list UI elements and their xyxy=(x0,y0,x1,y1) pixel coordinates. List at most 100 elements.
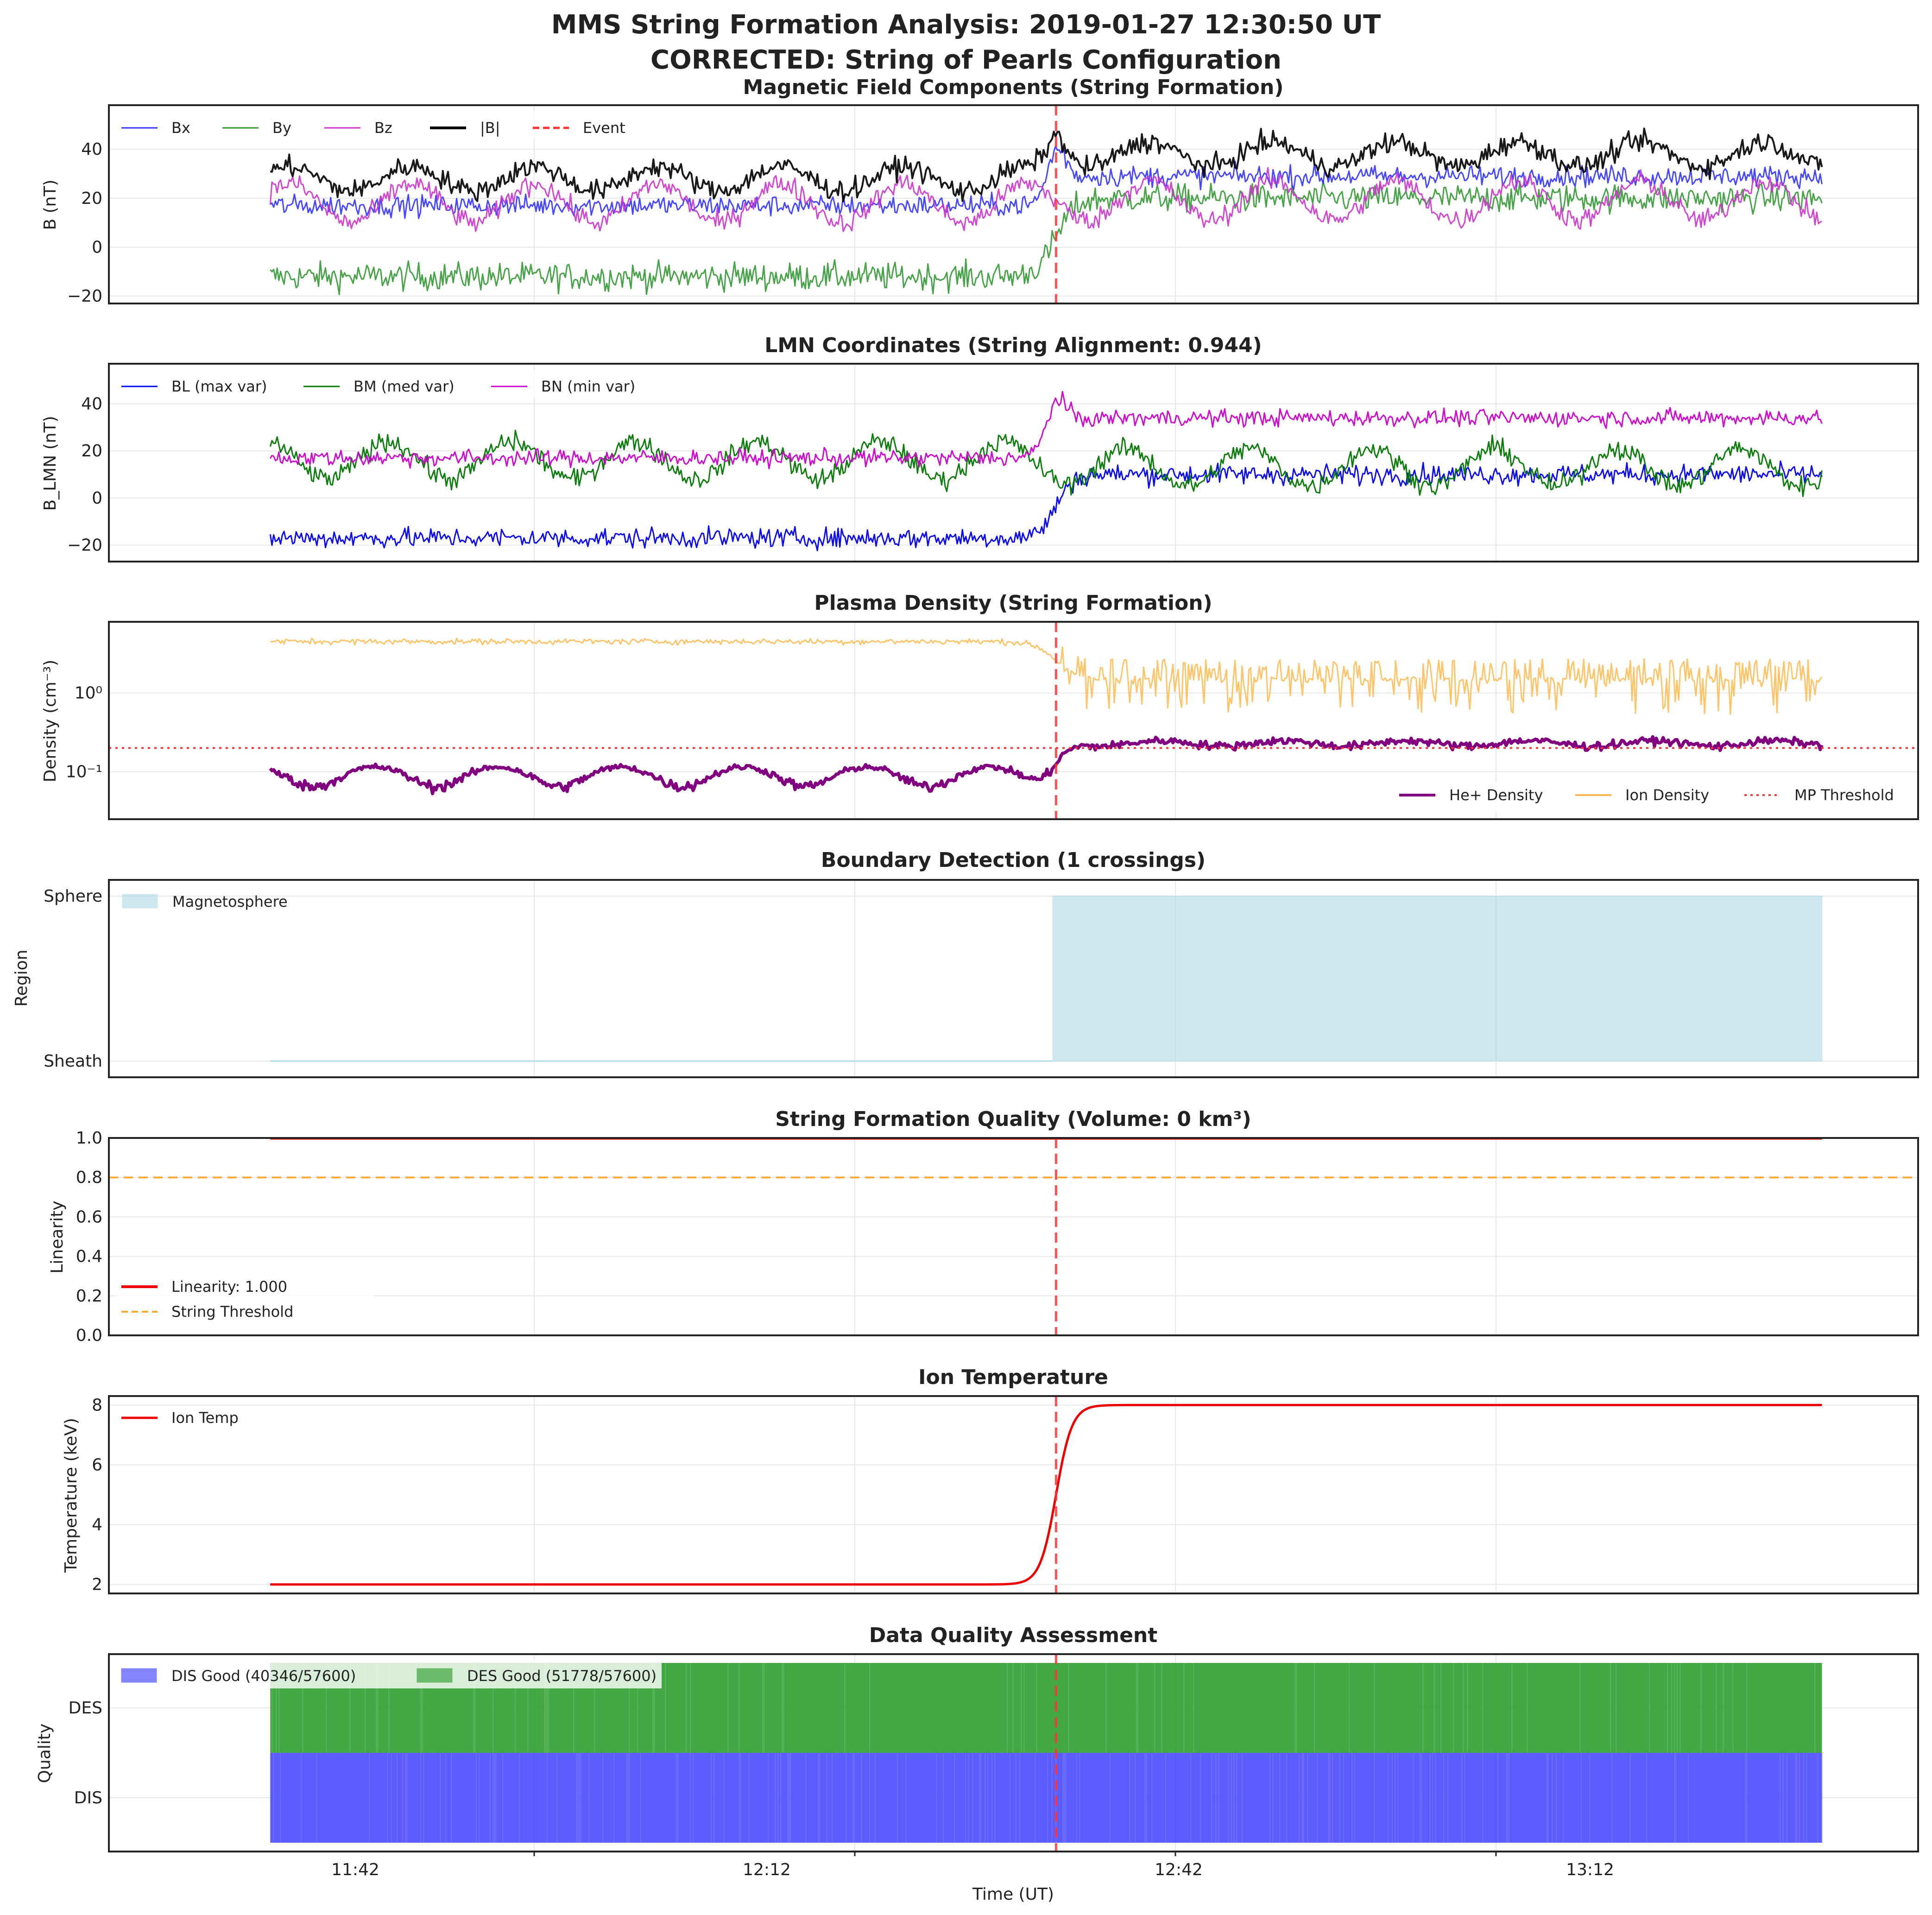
dis-gap xyxy=(580,1753,581,1843)
des-gap xyxy=(474,1663,476,1753)
dis-gap xyxy=(1563,1753,1564,1843)
y-tick-label: 0.8 xyxy=(76,1168,102,1187)
axes-frame-magnetic-field xyxy=(108,104,1919,304)
dis-gap xyxy=(1674,1753,1675,1843)
plot-area-data-quality: DES DIS DIS Good (40346/57600) DES Good (51… xyxy=(69,1654,1918,1852)
des-gap xyxy=(420,1663,422,1753)
des-gap xyxy=(473,1663,474,1753)
dis-gap xyxy=(1675,1753,1677,1843)
dis-gap xyxy=(819,1753,821,1843)
dis-gap xyxy=(1506,1753,1507,1843)
ylabel-boundary: Region xyxy=(12,949,31,1006)
dis-gap xyxy=(479,1753,480,1843)
dis-gap xyxy=(445,1753,447,1843)
des-gap xyxy=(1716,1663,1717,1753)
plot-area-boundary: Sphere Sheath Magnetosphere xyxy=(44,880,1918,1077)
axes-frame-boundary xyxy=(108,879,1919,1078)
dis-gap xyxy=(1218,1753,1219,1843)
dis-gap xyxy=(968,1753,969,1843)
des-gap xyxy=(302,1663,303,1753)
dis-gap xyxy=(627,1753,629,1843)
dis-gap xyxy=(1051,1753,1053,1843)
y-tick-label: −20 xyxy=(67,536,102,555)
dis-gap xyxy=(1443,1753,1445,1843)
legend-label: Linearity: 1.000 xyxy=(171,1278,287,1296)
dis-gap xyxy=(402,1753,404,1843)
y-tick-label: 20 xyxy=(81,442,102,461)
y-tick-label: 1.0 xyxy=(76,1129,102,1148)
dis-gap xyxy=(676,1753,677,1843)
dis-gap xyxy=(1328,1753,1329,1843)
y-tick-label: 40 xyxy=(81,140,102,159)
des-gap xyxy=(1527,1663,1528,1753)
des-gap xyxy=(782,1663,783,1753)
dis-gap xyxy=(1236,1753,1237,1843)
dis-gap xyxy=(1062,1753,1064,1843)
dis-gap xyxy=(1299,1753,1300,1843)
series-line-bm xyxy=(269,430,1823,497)
dis-gap xyxy=(1589,1753,1591,1843)
dis-gap xyxy=(861,1753,862,1843)
dis-gap xyxy=(994,1753,996,1843)
dis-gap xyxy=(1397,1753,1399,1843)
dis-gap xyxy=(519,1753,520,1843)
panel-plasma-density: Plasma Density (String Formation) Densit… xyxy=(41,591,1919,820)
panel-title-data-quality: Data Quality Assessment xyxy=(869,1624,1158,1647)
des-gap xyxy=(1154,1663,1155,1753)
y-tick-label: 0 xyxy=(92,238,102,257)
axes-frame-quality xyxy=(108,1137,1919,1336)
legend-label: DIS Good (40346/57600) xyxy=(171,1667,356,1685)
dis-gap xyxy=(826,1753,827,1843)
dis-gap xyxy=(556,1753,558,1843)
dis-gap xyxy=(613,1753,615,1843)
legend-label: Bx xyxy=(171,119,190,137)
legend-label: DES Good (51778/57600) xyxy=(467,1667,657,1685)
dis-gap xyxy=(768,1753,769,1843)
dis-gap xyxy=(991,1753,993,1843)
y-tick-label: 0.0 xyxy=(76,1326,102,1345)
des-gap xyxy=(869,1663,871,1753)
dis-gap xyxy=(1286,1753,1288,1843)
series-line-b xyxy=(270,127,1823,202)
dis-gap xyxy=(1303,1753,1304,1843)
dis-gap xyxy=(690,1753,691,1843)
x-axis-label: Time (UT) xyxy=(972,1885,1054,1904)
dis-gap xyxy=(1435,1753,1436,1843)
series-line-ion-temp xyxy=(270,1403,1822,1586)
dis-gap xyxy=(492,1753,494,1843)
plot-area-density: 10⁰ 10⁻¹ He+ Density Ion Density MP Threshol… xyxy=(66,622,1918,819)
y-tick-label: 0.4 xyxy=(76,1247,102,1266)
y-tick-label: 20 xyxy=(81,189,102,208)
dis-gap xyxy=(748,1753,750,1843)
panel-ion-temperature: Ion Temperature Temperature (keV) 8 6 4 2 Io… xyxy=(62,1365,1919,1594)
dis-gap xyxy=(875,1753,876,1843)
dis-gap xyxy=(1646,1753,1648,1843)
dis-gap xyxy=(936,1753,937,1843)
dis-gap xyxy=(1546,1753,1547,1843)
legend-label: BL (max var) xyxy=(171,378,267,395)
dis-gap xyxy=(1065,1753,1067,1843)
dis-gap xyxy=(1339,1753,1340,1843)
plot-area-magnetic-field: 40 20 0 −20 Bx By Bz |B| Event xyxy=(67,105,1918,306)
dis-gap xyxy=(1165,1753,1167,1843)
des-gap xyxy=(1422,1663,1424,1753)
dis-gap xyxy=(576,1753,577,1843)
des-gap xyxy=(1649,1663,1650,1753)
panel-title-boundary: Boundary Detection (1 crossings) xyxy=(821,848,1206,872)
series-line-bx xyxy=(270,145,1823,219)
des-gap xyxy=(1671,1663,1673,1753)
dis-gap xyxy=(1129,1753,1130,1843)
legend-label: Magnetosphere xyxy=(172,893,288,910)
dis-gap xyxy=(1211,1753,1212,1843)
dis-gap xyxy=(1200,1753,1201,1843)
dis-gap xyxy=(1817,1753,1818,1843)
dis-gap xyxy=(640,1753,641,1843)
figure-title-line1: MMS String Formation Analysis: 2019-01-2… xyxy=(551,10,1381,40)
dis-gap xyxy=(1799,1753,1800,1843)
des-gap xyxy=(690,1663,691,1753)
axes-frame-temperature xyxy=(108,1395,1919,1594)
dis-gap xyxy=(1019,1753,1021,1843)
des-gap xyxy=(349,1663,351,1753)
legend-label: He+ Density xyxy=(1449,786,1543,804)
dis-gap xyxy=(1581,1753,1582,1843)
